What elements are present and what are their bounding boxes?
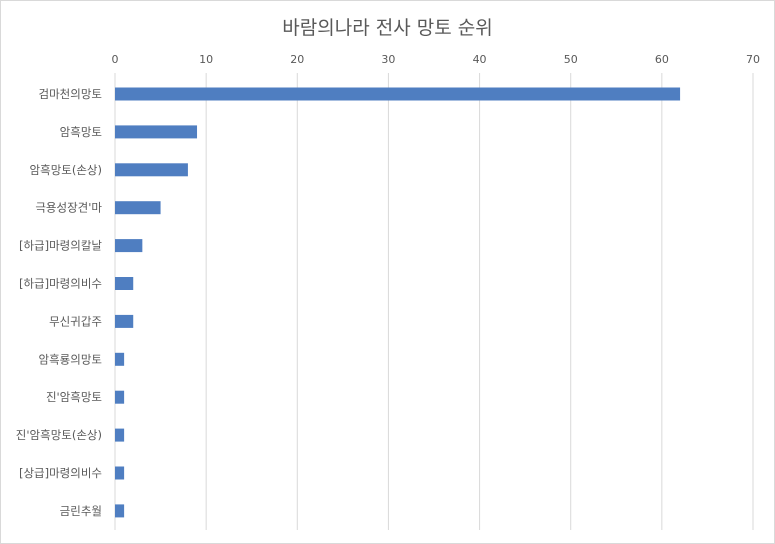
category-label: [하급]마령의비수 bbox=[19, 277, 102, 291]
bar bbox=[115, 428, 125, 442]
x-tick-label: 70 bbox=[746, 53, 760, 66]
bars bbox=[115, 87, 681, 518]
x-tick-label: 40 bbox=[473, 53, 487, 66]
bar bbox=[115, 314, 134, 328]
category-label: 극용성장견'마 bbox=[35, 201, 102, 215]
category-label: 무신귀갑주 bbox=[49, 314, 102, 328]
bar bbox=[115, 352, 125, 366]
category-label: 암흑룡의망토 bbox=[39, 352, 102, 366]
category-label: 암흑망토 bbox=[60, 125, 102, 139]
category-label: [하급]마령의칼날 bbox=[19, 239, 102, 253]
bar bbox=[115, 87, 681, 101]
bar bbox=[115, 277, 134, 290]
category-label: 암흑망토(손상) bbox=[30, 163, 102, 177]
bar bbox=[115, 466, 125, 480]
category-label: 금린추월 bbox=[60, 504, 102, 518]
bar bbox=[115, 125, 198, 139]
x-tick-label: 20 bbox=[290, 53, 304, 66]
x-tick-label: 10 bbox=[199, 53, 213, 66]
category-label: 검마천의망토 bbox=[39, 87, 102, 101]
bar bbox=[115, 504, 125, 518]
category-label: 진'암흑망토 bbox=[46, 390, 102, 404]
x-axis-ticks: 0 10 20 30 40 50 60 70 bbox=[112, 53, 761, 66]
bar bbox=[115, 239, 143, 253]
x-tick-label: 30 bbox=[381, 53, 395, 66]
category-label: [상급]마령의비수 bbox=[19, 466, 102, 480]
bar bbox=[115, 201, 161, 215]
bar bbox=[115, 390, 125, 404]
category-label: 진'암흑망토(손상) bbox=[16, 428, 102, 442]
x-tick-label: 50 bbox=[564, 53, 578, 66]
gridlines bbox=[114, 73, 754, 530]
chart-title: 바람의나라 전사 망토 순위 bbox=[282, 17, 493, 39]
x-tick-label: 60 bbox=[655, 53, 669, 66]
bar bbox=[115, 163, 188, 177]
x-tick-label: 0 bbox=[112, 53, 119, 66]
